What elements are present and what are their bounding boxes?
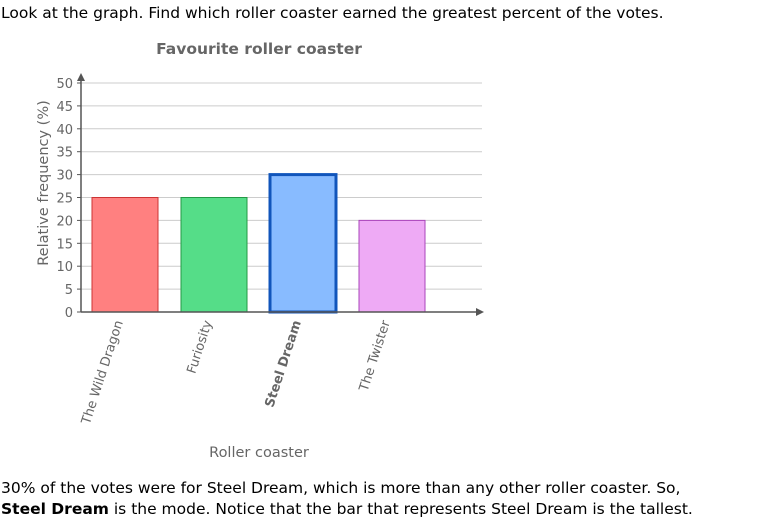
- answer-rest: is the mode. Notice that the bar that re…: [108, 500, 693, 518]
- y-tick-label: 15: [56, 237, 73, 252]
- answer-mode-name: Steel Dream: [1, 500, 109, 518]
- y-tick-label: 25: [56, 192, 73, 207]
- x-axis-arrow-icon: [476, 308, 484, 316]
- x-category-label: The Wild Dragon: [79, 319, 127, 428]
- question-text: Look at the graph. Find which roller coa…: [1, 4, 664, 22]
- answer-line-1: 30% of the votes were for Steel Dream, w…: [1, 479, 681, 497]
- y-tick-label: 50: [56, 77, 73, 92]
- axes: [77, 73, 484, 316]
- y-axis-label: Relative frequency (%): [36, 100, 52, 266]
- y-tick-label: 20: [56, 214, 73, 229]
- chart-title: Favourite roller coaster: [156, 40, 362, 58]
- x-category-label: Steel Dream: [263, 319, 305, 410]
- x-axis-label: Roller coaster: [209, 445, 309, 461]
- bar-furiosity: [180, 197, 248, 313]
- x-category-label: The Twister: [356, 318, 394, 394]
- bar-the-wild-dragon: [91, 197, 159, 313]
- answer-text: 30% of the votes were for Steel Dream, w…: [1, 478, 751, 520]
- x-category-labels: The Wild Dragon Furiosity Steel Dream The T…: [79, 318, 394, 427]
- y-tick-label: 35: [56, 146, 73, 161]
- bar-steel-dream: [268, 173, 338, 314]
- bar-the-twister: [358, 219, 426, 313]
- y-tick-label: 5: [65, 283, 73, 298]
- y-tick-label: 0: [65, 306, 73, 321]
- y-tick-label: 10: [56, 260, 73, 275]
- y-tick-label: 30: [56, 169, 73, 184]
- y-tick-labels: 0 5 10 15 20 25 30 35 40 45 50: [56, 77, 73, 321]
- y-tick-label: 45: [56, 100, 73, 115]
- x-category-label: Furiosity: [185, 318, 216, 375]
- y-axis-arrow-icon: [77, 73, 85, 81]
- y-tick-label: 40: [56, 123, 73, 138]
- bar-chart: 0 5 10 15 20 25 30 35 40 45 50 The Wild Dragon Furi…: [36, 40, 484, 461]
